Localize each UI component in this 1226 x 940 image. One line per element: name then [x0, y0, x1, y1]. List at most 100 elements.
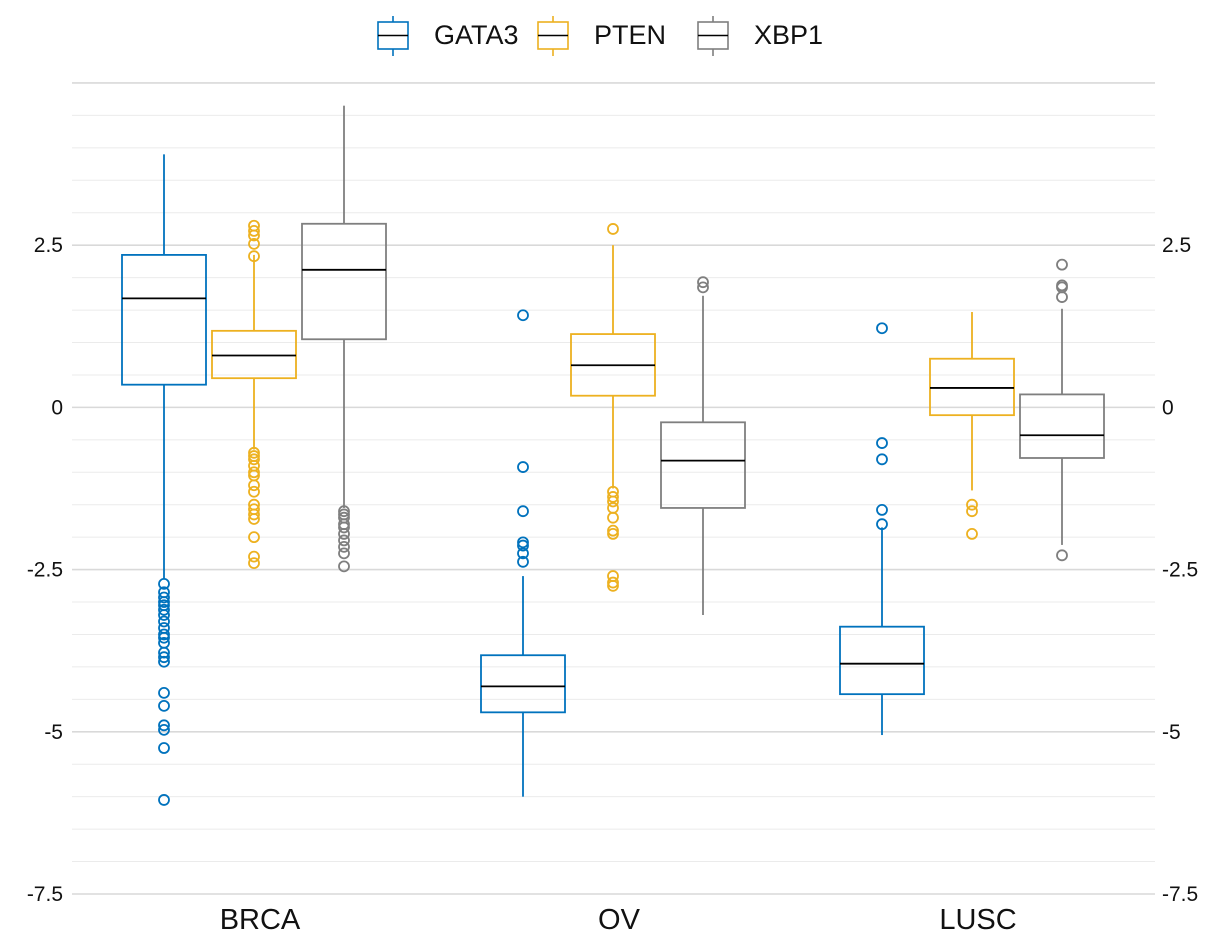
outlier-point	[1056, 291, 1068, 303]
outlier-point	[248, 225, 260, 237]
y-tick-label-left: -5	[44, 721, 63, 744]
legend-box-symbol	[377, 16, 409, 56]
box-gata3-ov	[480, 309, 566, 797]
x-category-label: LUSC	[939, 904, 1016, 936]
outlier-point	[607, 491, 619, 503]
legend-box-symbol	[537, 16, 569, 56]
outlier-point	[338, 534, 350, 547]
outlier-point	[697, 281, 709, 294]
outlier-point	[248, 513, 260, 525]
outlier-point	[517, 536, 529, 549]
box-xbp1-lusc	[1019, 258, 1105, 562]
outlier-point	[248, 229, 260, 242]
series-xbp1	[301, 105, 1105, 616]
outlier-point	[517, 555, 529, 568]
box-pten-lusc	[929, 312, 1015, 540]
outlier-point	[517, 539, 529, 552]
legend-item-xbp1[interactable]: XBP1	[697, 16, 823, 56]
series-pten	[211, 219, 1015, 592]
outlier-point	[338, 505, 350, 518]
y-tick-label-left: -2.5	[27, 559, 63, 582]
outlier-point	[158, 646, 170, 659]
outlier-point	[158, 631, 170, 644]
iqr-box	[480, 654, 566, 714]
y-tick-label-right: -7.5	[1162, 883, 1198, 906]
outlier-point	[248, 550, 260, 563]
outlier-point	[966, 498, 978, 511]
y-tick-label-right: -2.5	[1162, 559, 1198, 582]
legend: GATA3 PTEN XBP1	[377, 16, 823, 56]
outlier-point	[876, 437, 888, 449]
iqr-box	[121, 254, 207, 386]
outlier-point	[158, 794, 170, 806]
y-tick-label-right: -5	[1162, 721, 1181, 744]
outlier-point	[1056, 258, 1068, 271]
outlier-point	[607, 576, 619, 589]
y-tick-label-left: 0	[51, 396, 63, 419]
iqr-box	[839, 625, 925, 696]
box-xbp1-ov	[660, 276, 746, 616]
outlier-point	[966, 528, 978, 540]
outlier-point	[876, 518, 888, 531]
iqr-box	[301, 222, 387, 341]
iqr-box	[1019, 393, 1105, 459]
outlier-point	[517, 461, 529, 473]
outlier-point	[248, 557, 260, 570]
outlier-point	[517, 505, 529, 518]
outlier-point	[607, 223, 619, 235]
outlier-point	[248, 479, 260, 492]
y-axis-right: 2.5 0 -2.5 -5 -7.5	[1162, 234, 1198, 906]
outlier-point	[876, 322, 888, 335]
series-gata3	[121, 154, 925, 806]
outlier-point	[158, 591, 170, 604]
outlier-point	[248, 250, 260, 263]
outlier-point	[158, 628, 170, 641]
outlier-point	[158, 609, 170, 621]
outlier-point	[1056, 549, 1068, 562]
outlier-point	[158, 596, 170, 608]
outlier-point	[607, 579, 619, 592]
outlier-point	[338, 547, 350, 560]
legend-label: GATA3	[434, 20, 519, 50]
y-axis-left: 2.5 0 -2.5 -5 -7.5	[27, 234, 63, 906]
outlier-point	[248, 466, 260, 479]
iqr-box	[660, 421, 746, 509]
x-axis: BRCA OV LUSC	[220, 904, 1017, 936]
outlier-point	[158, 723, 170, 736]
y-tick-label-right: 2.5	[1162, 234, 1191, 257]
outlier-point	[158, 651, 170, 664]
outlier-point	[338, 521, 350, 534]
x-category-label: BRCA	[220, 904, 301, 936]
outlier-point	[607, 495, 619, 508]
legend-item-pten[interactable]: PTEN	[537, 16, 666, 56]
y-tick-label-right: 0	[1162, 396, 1174, 419]
outlier-point	[158, 615, 170, 628]
outlier-point	[607, 528, 619, 540]
outlier-point	[158, 719, 170, 732]
outlier-point	[338, 528, 350, 540]
box-series	[121, 105, 1105, 806]
legend-item-gata3[interactable]: GATA3	[377, 16, 519, 56]
iqr-box	[211, 329, 297, 380]
outlier-point	[876, 453, 888, 466]
outlier-point	[158, 742, 170, 754]
outlier-point	[876, 503, 888, 516]
outlier-point	[158, 655, 170, 668]
y-tick-label-left: 2.5	[34, 234, 63, 257]
outlier-point	[607, 511, 619, 524]
y-tick-label-left: -7.5	[27, 883, 63, 906]
outlier-point	[338, 540, 350, 553]
x-category-label: OV	[598, 904, 641, 936]
box-pten-brca	[211, 219, 297, 570]
outlier-point	[517, 309, 529, 322]
outlier-point	[158, 699, 170, 712]
box-xbp1-brca	[301, 105, 387, 573]
box-pten-ov	[570, 223, 656, 592]
box-gata3-brca	[121, 154, 207, 806]
outlier-point	[248, 237, 260, 250]
iqr-box	[929, 357, 1015, 417]
legend-box-symbol	[697, 16, 729, 56]
outlier-point	[966, 505, 978, 518]
outlier-point	[248, 508, 260, 521]
